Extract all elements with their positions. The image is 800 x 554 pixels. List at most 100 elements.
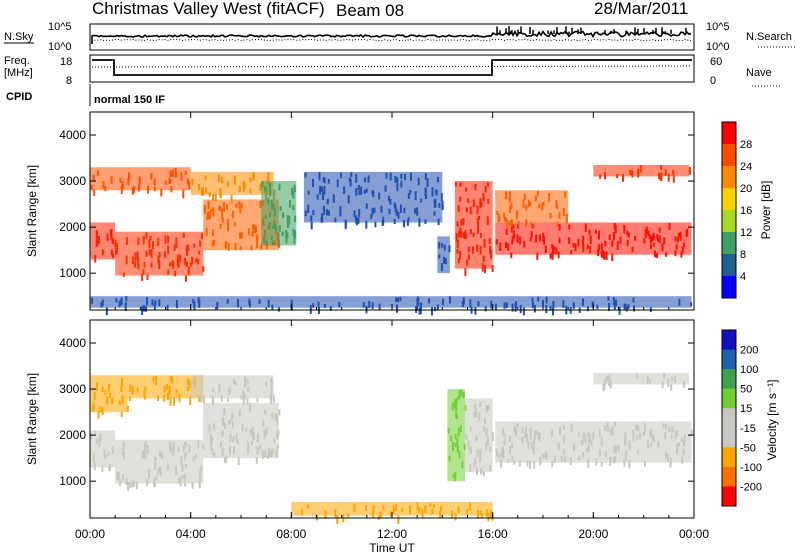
power-cell xyxy=(274,223,277,229)
power-cell xyxy=(189,262,192,267)
power-cell xyxy=(184,170,187,175)
power-cell xyxy=(231,210,234,219)
power-cell xyxy=(326,198,329,205)
velocity-cell xyxy=(108,466,111,472)
power-heatmap xyxy=(90,164,693,316)
power-cell xyxy=(182,233,185,238)
power-cell xyxy=(483,239,486,248)
velocity-cell xyxy=(236,439,239,445)
velocity-cell xyxy=(188,444,191,453)
velocity-cell xyxy=(636,449,639,454)
velocity-cell xyxy=(664,434,667,440)
power-cell xyxy=(462,218,465,226)
power-cell xyxy=(515,301,517,309)
power-cell xyxy=(186,178,189,185)
velocity-cell xyxy=(513,460,516,465)
velocity-cell xyxy=(590,440,593,445)
power-colorbar-tick: 8 xyxy=(740,249,746,261)
velocity-cell xyxy=(245,427,248,433)
power-cell xyxy=(510,252,513,259)
power-cell xyxy=(668,222,671,230)
power-cell xyxy=(348,177,351,182)
power-cell xyxy=(158,252,161,258)
power-cell xyxy=(685,231,688,238)
velocity-cell xyxy=(183,441,186,449)
power-cell xyxy=(678,233,680,238)
velocity-cell xyxy=(462,391,465,399)
velocity-cell xyxy=(163,385,166,393)
power-cell xyxy=(251,231,254,237)
power-cell xyxy=(522,199,525,208)
power-cell xyxy=(363,189,366,194)
power-cell xyxy=(625,306,628,312)
velocity-cell xyxy=(553,455,556,463)
velocity-cell xyxy=(474,404,477,411)
power-cell xyxy=(436,304,439,310)
velocity-cell xyxy=(409,505,412,514)
power-cell xyxy=(527,199,530,208)
nsky-tick-top: 10^5 xyxy=(48,21,72,33)
velocity-colorbar-tick: -200 xyxy=(740,481,762,493)
power-cell xyxy=(626,230,629,236)
power-cell xyxy=(665,252,668,257)
power-cell xyxy=(355,188,358,196)
power-cell xyxy=(120,297,123,306)
velocity-colorbar-tick: -100 xyxy=(740,462,762,474)
power-cell xyxy=(508,195,511,203)
velocity-cell xyxy=(625,450,628,455)
power-cell xyxy=(362,302,365,308)
velocity-cell xyxy=(241,423,244,432)
power-cell xyxy=(173,244,176,251)
power-cell xyxy=(510,202,513,210)
velocity-cell xyxy=(669,457,672,466)
power-cell xyxy=(219,188,222,197)
power-cell xyxy=(122,272,125,278)
power-cell xyxy=(549,212,552,219)
power-cell xyxy=(191,179,194,186)
power-cell xyxy=(268,222,271,229)
power-cell xyxy=(477,301,480,307)
power-cell xyxy=(486,216,489,226)
power-cell xyxy=(191,256,194,265)
power-cell xyxy=(678,298,681,306)
velocity-cell xyxy=(129,384,132,392)
power-cell xyxy=(285,230,288,239)
velocity-cell xyxy=(175,389,178,395)
velocity-cell xyxy=(184,482,187,487)
power-cell xyxy=(167,235,170,244)
power-cell xyxy=(221,209,223,217)
power-cell xyxy=(657,237,659,242)
velocity-cell xyxy=(131,480,134,488)
nsearch-tick-bottom: 10^0 xyxy=(706,41,730,53)
velocity-cell xyxy=(447,428,450,434)
velocity-cell xyxy=(649,379,652,384)
power-cell xyxy=(234,175,236,185)
velocity-cell xyxy=(480,513,483,518)
velocity-cell xyxy=(173,397,176,406)
velocity-cell xyxy=(247,449,250,454)
velocity-cell xyxy=(664,432,667,437)
power-cell xyxy=(495,239,498,245)
velocity-cell xyxy=(91,405,94,412)
velocity-cell xyxy=(401,507,404,513)
velocity-cell xyxy=(372,509,375,519)
power-cell xyxy=(555,199,558,208)
velocity-cell xyxy=(185,464,187,469)
velocity-cell xyxy=(221,430,224,437)
power-cell xyxy=(265,240,268,246)
power-cell xyxy=(650,235,653,242)
power-cell xyxy=(417,298,420,305)
power-cell xyxy=(612,231,615,241)
velocity-cell xyxy=(247,387,250,392)
power-cell xyxy=(664,169,667,176)
power-cell xyxy=(94,255,97,263)
velocity-cell xyxy=(649,442,652,447)
power-cell xyxy=(157,255,160,264)
power-colorbar-swatch xyxy=(722,232,736,255)
power-cell xyxy=(355,174,358,183)
power-cell xyxy=(223,202,225,207)
velocity-cell xyxy=(271,412,274,420)
velocity-colorbar-tick: 50 xyxy=(740,384,752,396)
power-cell xyxy=(188,180,191,190)
power-cell xyxy=(482,255,485,263)
